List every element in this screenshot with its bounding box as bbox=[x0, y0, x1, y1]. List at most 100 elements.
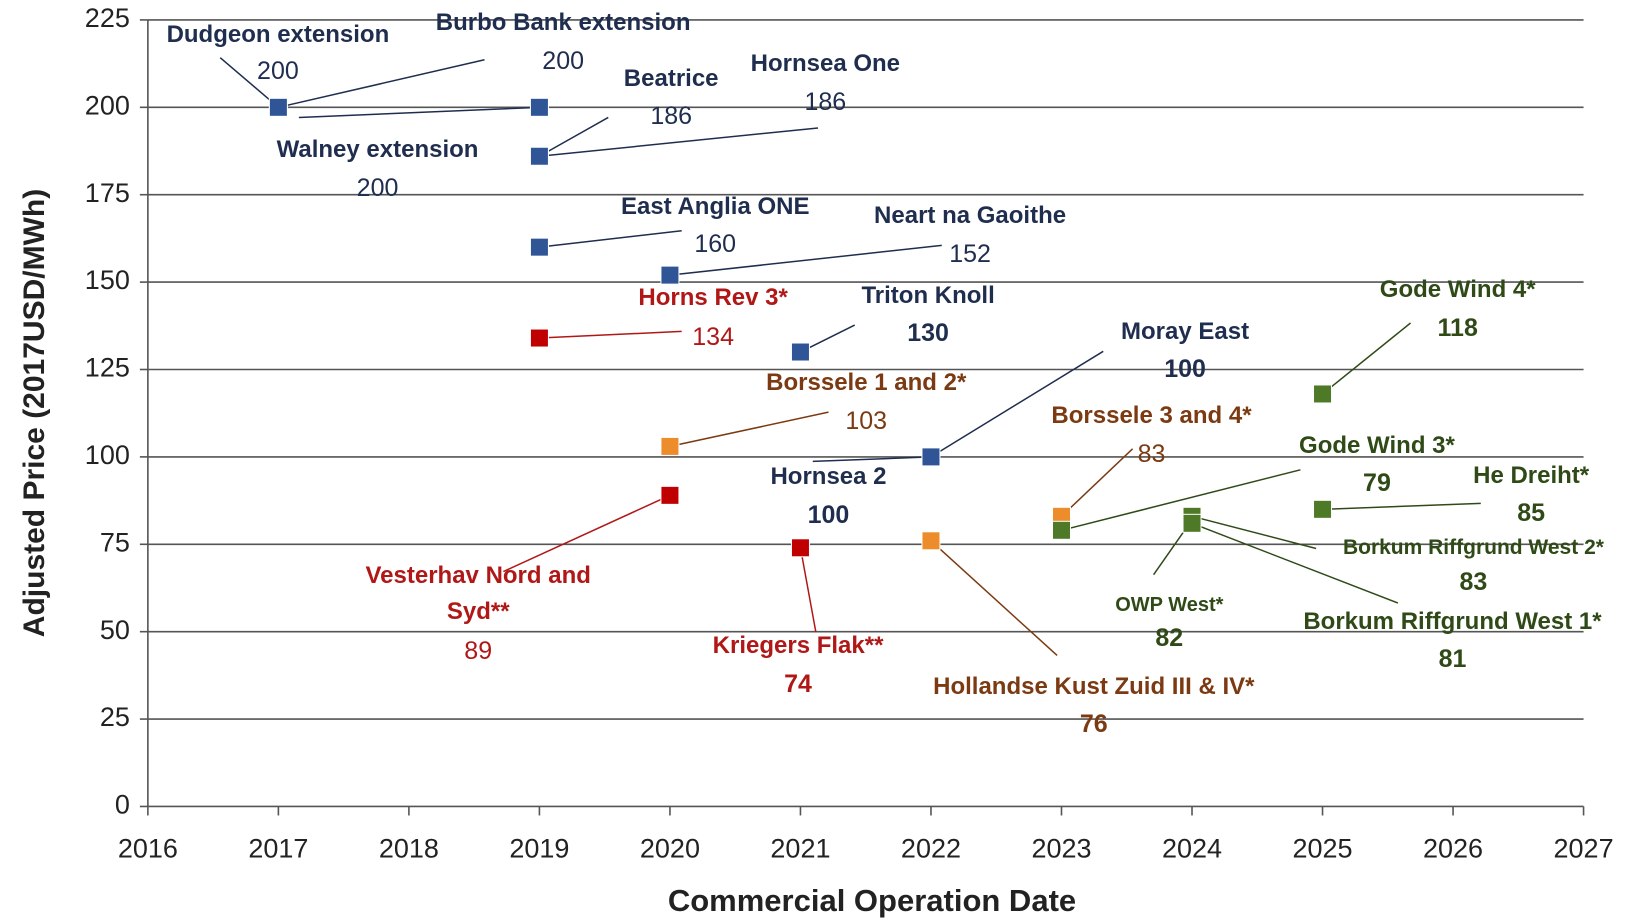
y-tick-label: 200 bbox=[85, 90, 130, 120]
y-axis-label: Adjusted Price (2017USD/MWh) bbox=[18, 189, 51, 637]
marker bbox=[660, 436, 680, 456]
point-name: East Anglia ONE bbox=[620, 192, 810, 220]
point-value: 160 bbox=[694, 230, 737, 259]
leader-line bbox=[1322, 502, 1481, 511]
point-value: 74 bbox=[784, 669, 812, 698]
y-tick-label: 25 bbox=[100, 702, 130, 732]
marker bbox=[1313, 384, 1333, 404]
point-value: 85 bbox=[1517, 498, 1546, 527]
x-tick-label: 2020 bbox=[640, 834, 700, 864]
point-value: 100 bbox=[807, 500, 850, 529]
marker bbox=[529, 97, 549, 117]
x-tick-label: 2018 bbox=[379, 834, 439, 864]
leader-line bbox=[1191, 515, 1317, 550]
point-value: 76 bbox=[1079, 709, 1108, 738]
point-value: 118 bbox=[1437, 314, 1478, 343]
x-tick-label: 2016 bbox=[118, 834, 178, 864]
marker bbox=[529, 237, 549, 257]
marker bbox=[790, 538, 810, 558]
point-name: Hornsea 2 bbox=[770, 463, 887, 491]
point-name: Hornsea One bbox=[750, 49, 901, 77]
y-tick-label: 75 bbox=[100, 527, 130, 557]
y-tick-label: 100 bbox=[85, 440, 130, 470]
leader-line bbox=[1191, 522, 1399, 604]
leader-line bbox=[799, 547, 817, 633]
leader-line bbox=[1061, 469, 1301, 532]
leader-line bbox=[219, 57, 279, 108]
leader-line bbox=[812, 456, 932, 463]
point-name: Borkum Riffgrund West 2* bbox=[1342, 536, 1604, 560]
point-value: 100 bbox=[1164, 355, 1206, 384]
x-tick-label: 2019 bbox=[509, 834, 569, 864]
x-tick-label: 2022 bbox=[901, 834, 961, 864]
marker bbox=[529, 328, 549, 348]
point-value: 82 bbox=[1155, 623, 1184, 652]
point-value: 103 bbox=[845, 406, 888, 435]
x-tick-label: 2025 bbox=[1292, 834, 1352, 864]
y-tick-label: 50 bbox=[100, 615, 130, 645]
y-tick-label: 125 bbox=[85, 353, 130, 383]
point-name: Beatrice bbox=[623, 64, 719, 92]
leader-line bbox=[539, 116, 609, 157]
point-value: 200 bbox=[257, 57, 299, 86]
y-tick-label: 0 bbox=[115, 790, 130, 820]
leader-line bbox=[539, 127, 819, 158]
marker bbox=[790, 342, 810, 362]
marker bbox=[1182, 513, 1202, 533]
y-tick-label: 175 bbox=[85, 178, 130, 208]
point-name: He Dreiht* bbox=[1473, 462, 1590, 490]
point-name: Vesterhav Nord and Syd** bbox=[365, 561, 591, 625]
y-tick-label: 225 bbox=[85, 3, 130, 33]
leader-line bbox=[278, 59, 485, 109]
leader-line bbox=[539, 330, 682, 339]
marker bbox=[921, 447, 941, 467]
point-value: 83 bbox=[1459, 568, 1488, 597]
marker bbox=[660, 485, 680, 505]
marker bbox=[1313, 499, 1333, 519]
point-name: Triton Knoll bbox=[861, 281, 995, 309]
point-value: 134 bbox=[692, 322, 734, 351]
point-value: 83 bbox=[1137, 440, 1166, 469]
point-name: Dudgeon extension bbox=[166, 20, 390, 48]
point-value: 130 bbox=[907, 319, 949, 348]
point-name: Borssele 1 and 2* bbox=[766, 368, 967, 396]
leader-line bbox=[503, 494, 671, 573]
point-name: Hollandse Kust Zuid III & IV* bbox=[933, 672, 1255, 700]
marker bbox=[1051, 520, 1071, 540]
leader-line bbox=[669, 244, 942, 276]
point-value: 81 bbox=[1438, 644, 1467, 673]
x-axis-label: Commercial Operation Date bbox=[668, 883, 1076, 918]
marker bbox=[660, 265, 680, 285]
x-tick-label: 2023 bbox=[1031, 834, 1091, 864]
point-name: Gode Wind 3* bbox=[1299, 431, 1455, 459]
point-value: 200 bbox=[542, 46, 585, 75]
point-value: 186 bbox=[650, 102, 693, 131]
x-tick-label: 2021 bbox=[770, 834, 830, 864]
point-name: Neart na Gaoithe bbox=[874, 202, 1067, 230]
point-name: Kriegers Flak** bbox=[712, 632, 884, 659]
marker bbox=[921, 531, 941, 551]
x-tick-label: 2017 bbox=[248, 834, 308, 864]
leader-line bbox=[539, 229, 682, 248]
leader-line bbox=[669, 411, 829, 448]
point-name: Borssele 3 and 4* bbox=[1051, 402, 1252, 430]
point-name: Gode Wind 4* bbox=[1379, 276, 1536, 304]
point-value: 79 bbox=[1363, 469, 1391, 498]
leader-line bbox=[1322, 322, 1411, 395]
point-name: Burbo Bank extension bbox=[435, 9, 691, 37]
leader-line bbox=[1060, 448, 1134, 517]
point-name: Borkum Riffgrund West 1* bbox=[1303, 607, 1602, 635]
point-name: Horns Rev 3* bbox=[638, 283, 788, 311]
point-name: Walney extension bbox=[276, 135, 479, 163]
x-tick-label: 2024 bbox=[1162, 834, 1222, 864]
leader-line bbox=[930, 350, 1104, 458]
marker bbox=[529, 146, 549, 166]
point-name: Moray East bbox=[1121, 318, 1250, 346]
point-name: OWP West* bbox=[1115, 594, 1224, 617]
point-value: 152 bbox=[949, 239, 991, 268]
point-value: 186 bbox=[804, 87, 847, 116]
leader-line bbox=[930, 540, 1058, 657]
point-value: 200 bbox=[356, 173, 399, 202]
